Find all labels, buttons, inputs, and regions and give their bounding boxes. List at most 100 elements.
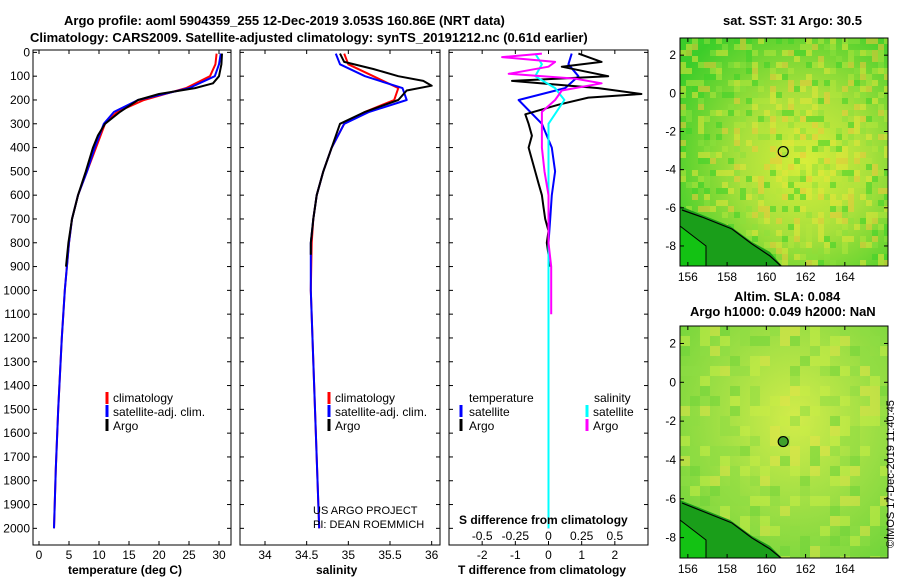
field-cell xyxy=(776,176,782,182)
field-cell xyxy=(866,50,872,56)
field-cell xyxy=(818,158,824,164)
field-cell xyxy=(806,98,812,104)
field-cell xyxy=(692,170,698,176)
field-cell xyxy=(782,62,788,68)
map-x-tick-label: 160 xyxy=(756,270,776,284)
field-cell xyxy=(824,140,830,146)
field-cell xyxy=(692,80,698,86)
field-cell xyxy=(750,496,760,506)
field-cell xyxy=(790,496,800,506)
difference-legend: temperature satellite Argo salinity sate… xyxy=(459,391,634,433)
field-cell xyxy=(770,128,776,134)
field-cell xyxy=(850,366,860,376)
field-cell xyxy=(740,326,750,336)
field-cell xyxy=(812,44,818,50)
field-cell xyxy=(880,386,888,396)
field-cell xyxy=(840,496,850,506)
field-cell xyxy=(680,68,686,74)
field-cell xyxy=(836,170,842,176)
field-cell xyxy=(794,134,800,140)
field-cell xyxy=(866,74,872,80)
field-cell xyxy=(680,456,690,466)
field-cell xyxy=(860,104,866,110)
field-cell xyxy=(728,104,734,110)
field-cell xyxy=(740,188,746,194)
field-cell xyxy=(760,466,770,476)
field-cell xyxy=(690,486,700,496)
legend-argo-label: Argo xyxy=(113,419,139,433)
field-cell xyxy=(854,50,860,56)
field-cell xyxy=(790,526,800,536)
field-cell xyxy=(790,376,800,386)
field-cell xyxy=(866,176,872,182)
field-cell xyxy=(884,170,888,176)
field-cell xyxy=(872,212,878,218)
field-cell xyxy=(830,212,836,218)
field-cell xyxy=(740,426,750,436)
field-cell xyxy=(680,152,686,158)
field-cell xyxy=(700,346,710,356)
x-tick-label: 30 xyxy=(212,548,226,562)
x-tick-label: -2 xyxy=(477,548,488,562)
field-cell xyxy=(730,486,740,496)
field-cell xyxy=(692,182,698,188)
field-cell xyxy=(850,346,860,356)
temperature-panel: 0100200300400500600700800900100011001200… xyxy=(3,45,232,577)
field-cell xyxy=(842,224,848,230)
field-cell xyxy=(800,128,806,134)
field-cell xyxy=(730,476,740,486)
depth-tick-label: 1400 xyxy=(3,379,30,393)
field-cell xyxy=(794,50,800,56)
field-cell xyxy=(710,170,716,176)
field-cell xyxy=(850,556,860,558)
field-cell xyxy=(842,236,848,242)
field-cell xyxy=(698,152,704,158)
field-cell xyxy=(840,416,850,426)
field-cell xyxy=(722,188,728,194)
field-cell xyxy=(860,176,866,182)
field-cell xyxy=(824,176,830,182)
field-cell xyxy=(704,146,710,152)
field-cell xyxy=(854,116,860,122)
field-cell xyxy=(830,242,836,248)
field-cell xyxy=(730,446,740,456)
field-cell xyxy=(854,80,860,86)
field-cell xyxy=(866,212,872,218)
field-cell xyxy=(728,188,734,194)
field-cell xyxy=(710,326,720,336)
field-cell xyxy=(824,194,830,200)
field-cell xyxy=(820,366,830,376)
field-cell xyxy=(842,98,848,104)
sst-map-frame xyxy=(679,37,889,267)
field-cell xyxy=(740,62,746,68)
field-cell xyxy=(884,224,888,230)
field-cell xyxy=(770,68,776,74)
field-cell xyxy=(750,366,760,376)
field-cell xyxy=(824,92,830,98)
depth-tick-label: 1000 xyxy=(3,283,30,297)
field-cell xyxy=(690,456,700,466)
field-cell xyxy=(860,116,866,122)
field-cell xyxy=(854,98,860,104)
field-cell xyxy=(812,92,818,98)
field-cell xyxy=(692,188,698,194)
field-cell xyxy=(866,134,872,140)
field-cell xyxy=(734,80,740,86)
field-cell xyxy=(830,426,840,436)
field-cell xyxy=(878,188,884,194)
field-cell xyxy=(810,546,820,556)
sst-map-title: sat. SST: 31 Argo: 30.5 xyxy=(723,13,862,28)
field-cell xyxy=(842,86,848,92)
map-y-tick-label: -8 xyxy=(665,531,676,545)
field-cell xyxy=(860,356,870,366)
field-cell xyxy=(848,50,854,56)
field-cell xyxy=(788,224,794,230)
x-tick-label: 5 xyxy=(66,548,73,562)
field-cell xyxy=(776,158,782,164)
field-cell xyxy=(782,254,788,260)
field-cell xyxy=(866,242,872,248)
field-cell xyxy=(870,516,880,526)
field-cell xyxy=(884,206,888,212)
field-cell xyxy=(770,456,780,466)
field-cell xyxy=(872,236,878,242)
